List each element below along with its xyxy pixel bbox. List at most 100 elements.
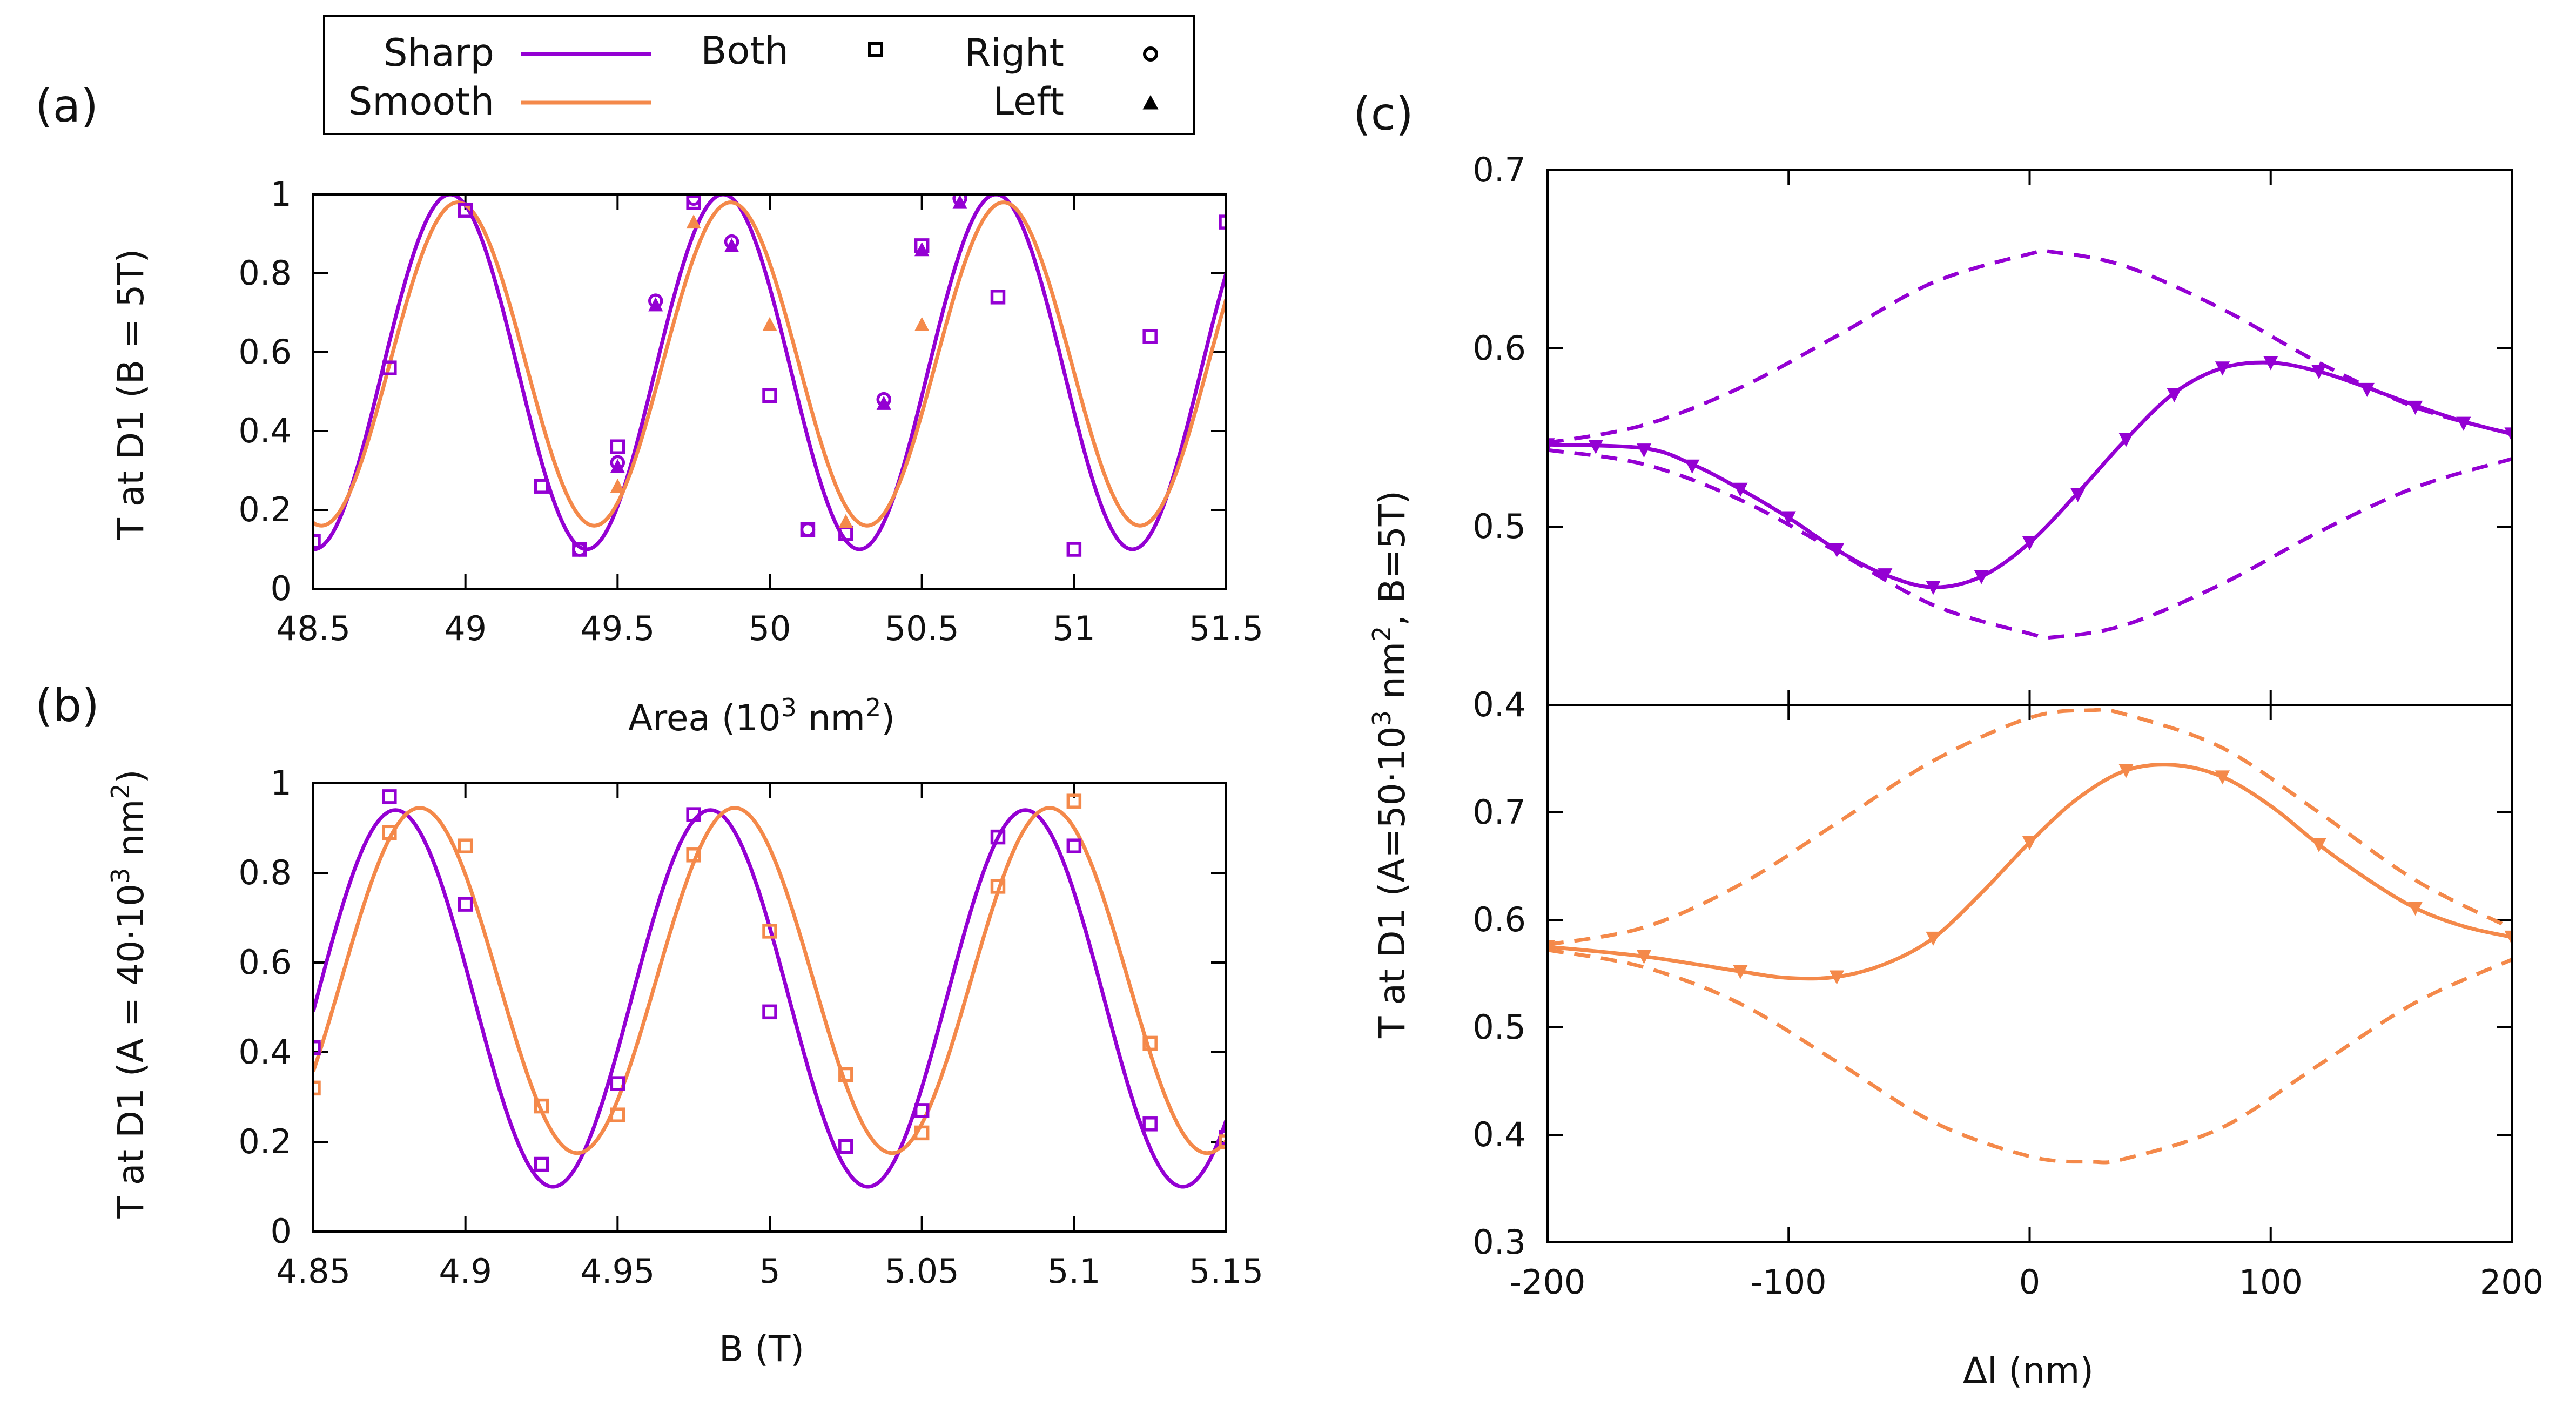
data-point-sharp-square [990,829,1006,845]
data-point-sharp-triangle-down [2167,388,2182,402]
data-point-smooth-square [990,879,1006,894]
series-line-smooth-bound-lower [1548,948,2512,1165]
data-point-smooth-triangle [914,317,930,331]
data-point-sharp-square [534,1156,549,1172]
series-line-sharp [313,194,1226,551]
plot-frame [1546,704,2513,1243]
legend-box [323,15,1195,135]
data-point-smooth-square [762,924,777,939]
data-point-sharp-triangle [952,194,967,209]
legend-label-smooth: Smooth [348,79,494,124]
data-point-sharp-square [382,360,397,375]
data-point-sharp-triangle-down [1548,438,1555,453]
data-point-sharp-triangle-down [2407,400,2423,415]
data-point-smooth-triangle-down [2504,930,2512,945]
ytick-label: 0.6 [238,943,292,982]
xlabel-a: Area (103 nm2) [628,693,895,739]
data-point-smooth-square [382,825,397,840]
ytick-label: 0.4 [238,1032,292,1072]
xtick-label: -100 [1751,1262,1827,1302]
plot-area [1548,248,2512,640]
legend-marker-triangle [1142,95,1159,110]
ylabel-a: T at D1 (B = 5T) [110,249,152,541]
data-point-smooth-square [458,838,473,853]
legend-marker-circle [1143,46,1158,62]
series-line-sharp-bound-upper [1548,248,2512,445]
plot-area [1548,708,2512,1165]
ytick-label: 0.7 [1472,792,1526,832]
plot-frame [1546,169,2513,706]
xtick-label: -200 [1510,1262,1586,1302]
xtick-label: 5 [759,1252,780,1291]
data-point-sharp-square [762,388,777,403]
ylabel-c: T at D1 (A=50·103 nm2, B=5T) [1367,490,1413,1039]
data-point-sharp-triangle-down [1926,581,1941,595]
data-point-smooth-triangle-down [1926,931,1941,946]
data-point-smooth-triangle-down [2215,770,2230,785]
data-point-sharp-triangle-down [2359,382,2375,398]
data-point-smooth-triangle [838,514,853,528]
data-point-sharp-square [458,897,473,912]
data-point-smooth-triangle-down [2407,902,2423,916]
ytick-label: 0.3 [1472,1222,1526,1262]
data-point-sharp-triangle-down [1878,568,1893,583]
ytick-label: 1 [271,174,292,214]
data-point-sharp-circle [800,522,816,537]
ytick-label: 0.4 [1472,1115,1526,1154]
legend-marker-square [868,42,883,57]
data-point-smooth-triangle-down [1733,965,1748,979]
data-point-smooth-square [610,1107,625,1122]
data-point-smooth-triangle [686,214,701,229]
ytick-label: 0 [271,569,292,608]
xtick-label: 4.9 [439,1252,492,1291]
data-point-sharp-square [1142,329,1158,344]
xlabel-b: B (T) [719,1328,804,1370]
legend-label-right: Right [965,31,1064,75]
data-point-sharp-square [313,534,321,549]
xtick-label: 49 [444,609,487,648]
series-line-smooth [313,806,1226,1155]
data-point-sharp-triangle-down [1829,543,1845,558]
data-point-sharp-circle [686,194,701,206]
plot-area [313,789,1226,1189]
xtick-label: 5.05 [885,1252,959,1291]
data-point-smooth-square [686,847,701,863]
data-point-sharp-triangle-down [2070,488,2086,502]
data-point-sharp-triangle-down [2311,365,2326,380]
xtick-label: 200 [2480,1262,2544,1302]
ytick-label: 0.6 [1472,900,1526,939]
ytick-label: 0.8 [238,253,292,293]
xtick-label: 50.5 [885,609,959,648]
xtick-label: 49.5 [580,609,655,648]
legend: Sharp Smooth Both Right Left [323,15,1195,135]
panel-label-c: (c) [1353,88,1414,140]
data-point-smooth-triangle [762,317,777,331]
series-line-sharp [1548,360,2512,589]
data-point-sharp-triangle-down [1636,443,1652,458]
data-point-smooth-triangle-down [2311,838,2326,852]
data-point-sharp-triangle-down [2504,427,2512,442]
series-line-sharp-bound-lower [1548,448,2512,640]
plot-frame [312,193,1227,590]
data-point-smooth-square [838,1067,853,1082]
data-point-sharp-square [1066,838,1082,853]
panel-label-b: (b) [35,679,99,732]
data-point-smooth-triangle-down [2022,836,2037,850]
data-point-sharp-square [686,807,701,822]
plot-area [313,194,1226,557]
data-point-smooth-square [313,1080,321,1096]
plot-frame [312,782,1227,1233]
data-point-sharp-square [534,479,549,494]
data-point-sharp-triangle-down [2022,536,2037,550]
data-point-sharp-triangle-down [1685,459,1700,474]
ytick-label: 0.7 [1472,150,1526,190]
ytick-label: 0.4 [1472,685,1526,724]
data-point-sharp-square [914,1103,930,1118]
data-point-sharp-square [458,203,473,218]
data-point-sharp-square [838,1139,853,1154]
xtick-label: 5.15 [1189,1252,1263,1291]
ytick-label: 0.8 [238,853,292,892]
data-point-sharp-circle [572,542,587,557]
data-point-sharp-triangle-down [1974,570,1989,584]
data-point-sharp-triangle [876,395,891,410]
